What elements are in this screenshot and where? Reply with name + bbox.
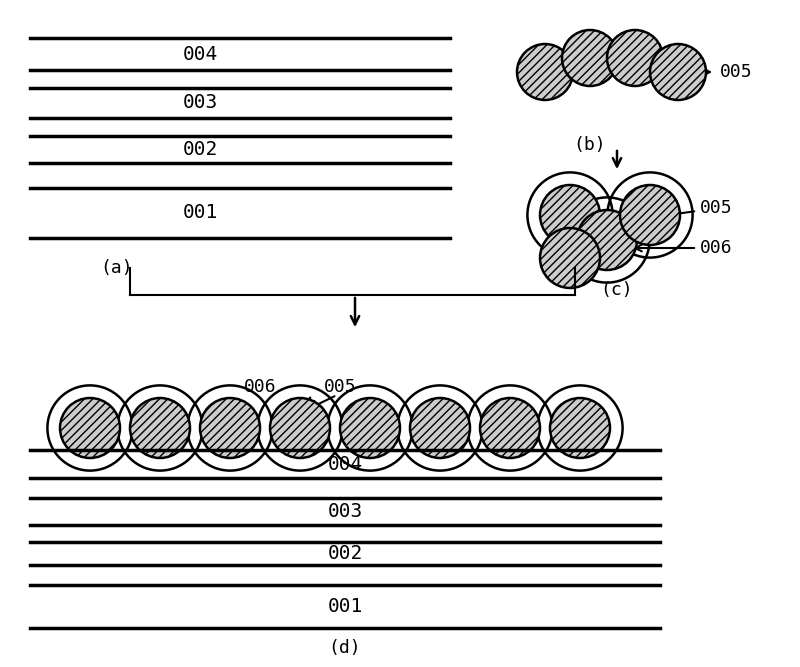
Circle shape — [540, 228, 600, 288]
Text: 006: 006 — [700, 239, 733, 257]
Circle shape — [620, 185, 680, 245]
Text: 005: 005 — [700, 199, 733, 217]
Circle shape — [340, 398, 400, 458]
Circle shape — [562, 30, 618, 86]
Text: 003: 003 — [327, 502, 362, 521]
Text: 004: 004 — [182, 45, 218, 63]
Text: (b): (b) — [574, 136, 606, 154]
Circle shape — [200, 398, 260, 458]
Circle shape — [130, 398, 190, 458]
Text: (a): (a) — [100, 259, 133, 277]
Text: 005: 005 — [324, 378, 356, 396]
Circle shape — [517, 44, 573, 100]
Circle shape — [607, 30, 663, 86]
Text: (d): (d) — [329, 639, 362, 657]
Circle shape — [650, 44, 706, 100]
Circle shape — [577, 210, 637, 270]
Text: 006: 006 — [244, 378, 276, 396]
Circle shape — [410, 398, 470, 458]
Circle shape — [480, 398, 540, 458]
Text: 001: 001 — [182, 203, 218, 223]
Circle shape — [540, 185, 600, 245]
Text: 001: 001 — [327, 597, 362, 616]
Circle shape — [60, 398, 120, 458]
Text: (c): (c) — [601, 281, 634, 299]
Text: 002: 002 — [327, 544, 362, 563]
Text: 005: 005 — [720, 63, 753, 81]
Text: 002: 002 — [182, 140, 218, 159]
Text: 004: 004 — [327, 454, 362, 474]
Circle shape — [270, 398, 330, 458]
Circle shape — [550, 398, 610, 458]
Text: 003: 003 — [182, 93, 218, 113]
